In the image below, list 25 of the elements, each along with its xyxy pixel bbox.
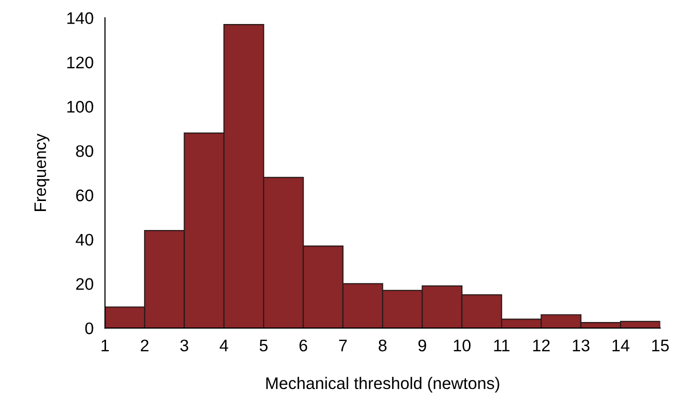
y-tick-label: 140 xyxy=(67,12,94,24)
y-tick-label: 20 xyxy=(76,278,94,290)
x-tick-label: 7 xyxy=(339,340,347,352)
y-tick-label: 0 xyxy=(85,322,94,334)
x-tick-label: 4 xyxy=(220,340,228,352)
x-tick-label: 10 xyxy=(454,340,471,352)
x-tick-label: 6 xyxy=(299,340,308,352)
x-tick-label: 12 xyxy=(533,340,550,352)
x-tick-label: 3 xyxy=(180,340,188,352)
x-tick-label: 8 xyxy=(378,340,387,352)
x-tick-label: 13 xyxy=(572,340,590,352)
x-tick-label: 1 xyxy=(102,340,109,352)
y-tick-label: 80 xyxy=(76,145,94,158)
x-tick-label: 15 xyxy=(652,340,669,352)
x-tick-label: 2 xyxy=(140,340,148,352)
x-tick-label: 9 xyxy=(418,340,426,352)
x-tick-label: 14 xyxy=(612,340,630,352)
x-axis-title: Mechanical threshold (newtons) xyxy=(266,376,500,392)
y-tick-label: 60 xyxy=(76,190,94,202)
y-axis-title: Frequency xyxy=(34,134,50,211)
y-tick-label: 120 xyxy=(67,56,94,68)
y-tick-label: 40 xyxy=(76,234,94,246)
x-tick-label: 5 xyxy=(260,340,268,352)
y-tick-label: 100 xyxy=(67,100,94,113)
x-tick-label: 11 xyxy=(494,340,510,352)
